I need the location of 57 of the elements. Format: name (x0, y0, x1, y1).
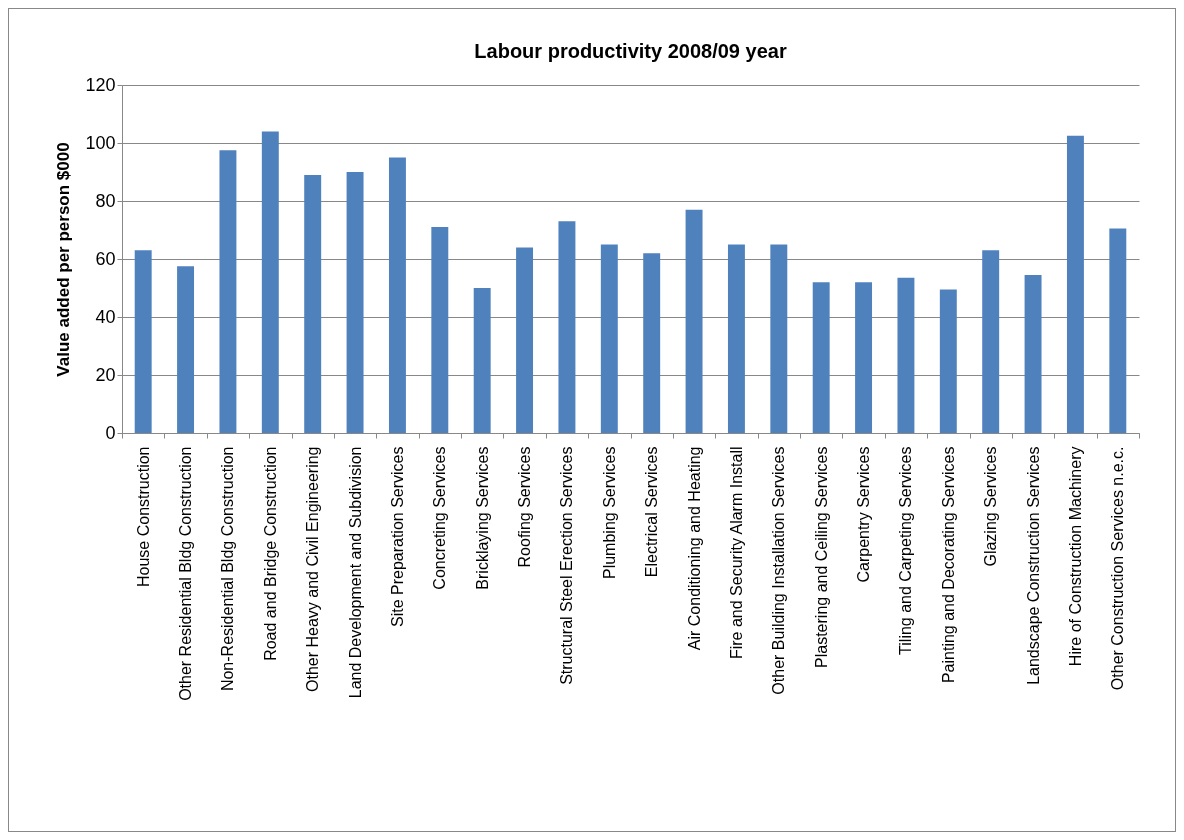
x-tick-label: Bricklaying Services (473, 446, 491, 590)
y-tick-label: 40 (95, 306, 116, 327)
x-tick-label: Fire and Security Alarm Install (727, 446, 745, 660)
bar (727, 244, 745, 433)
bar (219, 150, 237, 433)
bar (516, 247, 534, 433)
x-tick-label: Glazing Services (982, 446, 1000, 567)
bar (939, 289, 957, 433)
x-tick-label: Road and Bridge Construction (261, 446, 279, 661)
bar (1109, 228, 1127, 433)
y-tick-label: 100 (85, 132, 116, 153)
x-tick-label: House Construction (134, 446, 152, 588)
bar (685, 209, 703, 433)
bar (1024, 274, 1042, 433)
bar (812, 282, 830, 433)
x-tick-label: Concreting Services (431, 446, 449, 590)
chart-title: Labour productivity 2008/09 year (474, 40, 787, 62)
y-tick-label: 120 (85, 74, 116, 95)
x-tick-label: Painting and Decorating Services (939, 446, 957, 684)
x-tick-label: Structural Steel Erection Services (558, 446, 576, 685)
x-tick-label: Plastering and Ceiling Services (812, 446, 830, 668)
x-tick-label: Other Construction Services n.e.c. (1109, 446, 1127, 691)
x-tick-label: Other Residential Bldg Construction (177, 446, 195, 701)
x-tick-label: Other Building Installation Services (770, 446, 788, 695)
x-tick-label: Other Heavy and Civil Engineering (304, 446, 322, 692)
x-tick-label: Tiling and Carpeting Services (897, 446, 915, 655)
y-tick-label: 0 (105, 422, 116, 443)
bar (304, 174, 322, 433)
bar (770, 244, 788, 433)
y-tick-label: 80 (95, 190, 116, 211)
bar (346, 172, 364, 433)
bar (261, 131, 279, 433)
bar (177, 266, 195, 433)
bar (897, 277, 915, 433)
x-tick-label: Hire of Construction Machinery (1066, 446, 1084, 667)
x-tick-label: Land Development and Subdivision (346, 446, 364, 699)
bar (982, 250, 1000, 433)
bar (643, 253, 661, 433)
bar (473, 288, 491, 433)
y-tick-label: 60 (95, 248, 116, 269)
x-tick-label: Non-Residential Bldg Construction (219, 446, 237, 692)
x-tick-label: Plumbing Services (600, 446, 618, 579)
bar (600, 244, 618, 433)
y-tick-label: 20 (95, 364, 116, 385)
bar (431, 227, 449, 433)
bar (388, 157, 406, 433)
bar (1066, 135, 1084, 433)
bar (558, 221, 576, 433)
x-tick-label: Air Conditioning and Heating (685, 446, 703, 651)
x-tick-label: Carpentry Services (855, 446, 873, 583)
x-tick-label: Electrical Services (643, 446, 661, 578)
bar (855, 282, 873, 433)
y-axis-title: Value added per person $000 (54, 142, 74, 377)
bar (134, 250, 152, 433)
x-tick-label: Site Preparation Services (388, 446, 406, 628)
x-tick-label: Landscape Construction Services (1024, 446, 1042, 685)
x-tick-label: Roofing Services (516, 446, 534, 568)
